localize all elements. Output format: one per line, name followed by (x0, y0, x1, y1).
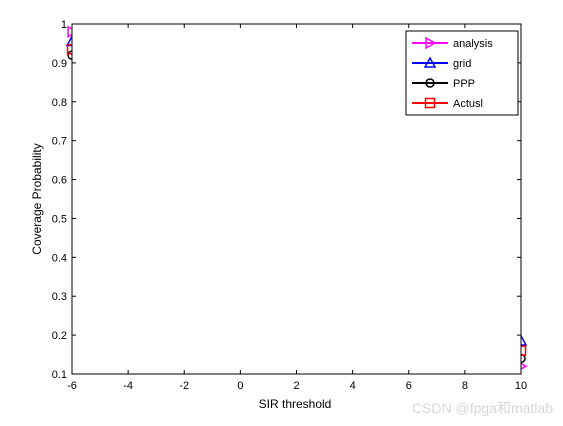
x-tick-label: -6 (67, 380, 77, 392)
legend-marker-analysis (425, 36, 437, 50)
x-tick-label: 4 (350, 380, 356, 392)
y-tick-label: 0.8 (52, 97, 67, 109)
legend-marker-ppp (425, 78, 435, 88)
x-tick-label: -2 (179, 380, 189, 392)
legend-label-ppp: PPP (453, 78, 475, 90)
y-tick-label: 0.2 (52, 330, 67, 342)
watermark: CSDN @fpga和matlab (411, 400, 553, 416)
x-axis-label: SIR threshold (259, 397, 332, 411)
legend-label-actusl: Actusl (453, 98, 483, 110)
x-tick-label: 0 (237, 380, 243, 392)
legend-marker-grid (423, 56, 437, 68)
y-axis-label: Coverage Probability (30, 143, 44, 254)
y-tick-label: 0.9 (52, 58, 67, 70)
x-tick-label: -4 (123, 380, 133, 392)
legend: analysis grid PPP Actusl (405, 30, 519, 116)
y-tick-label: 0.4 (52, 252, 67, 264)
legend-label-grid: grid (453, 58, 471, 70)
x-tick-label: 6 (406, 380, 412, 392)
y-tick-label: 0.7 (52, 136, 67, 148)
legend-marker-actusl (424, 97, 436, 109)
y-tick-label: 1 (61, 19, 67, 31)
legend-label-analysis: analysis (453, 38, 493, 50)
y-tick-label: 0.6 (52, 175, 67, 187)
y-tick-label: 0.5 (52, 213, 67, 225)
x-tick-label: 10 (515, 380, 527, 392)
legend-box (405, 30, 519, 116)
x-tick-label: 2 (293, 380, 299, 392)
y-tick-label: 0.1 (52, 369, 67, 381)
y-tick-label: 0.3 (52, 291, 67, 303)
x-tick-label: 8 (462, 380, 468, 392)
